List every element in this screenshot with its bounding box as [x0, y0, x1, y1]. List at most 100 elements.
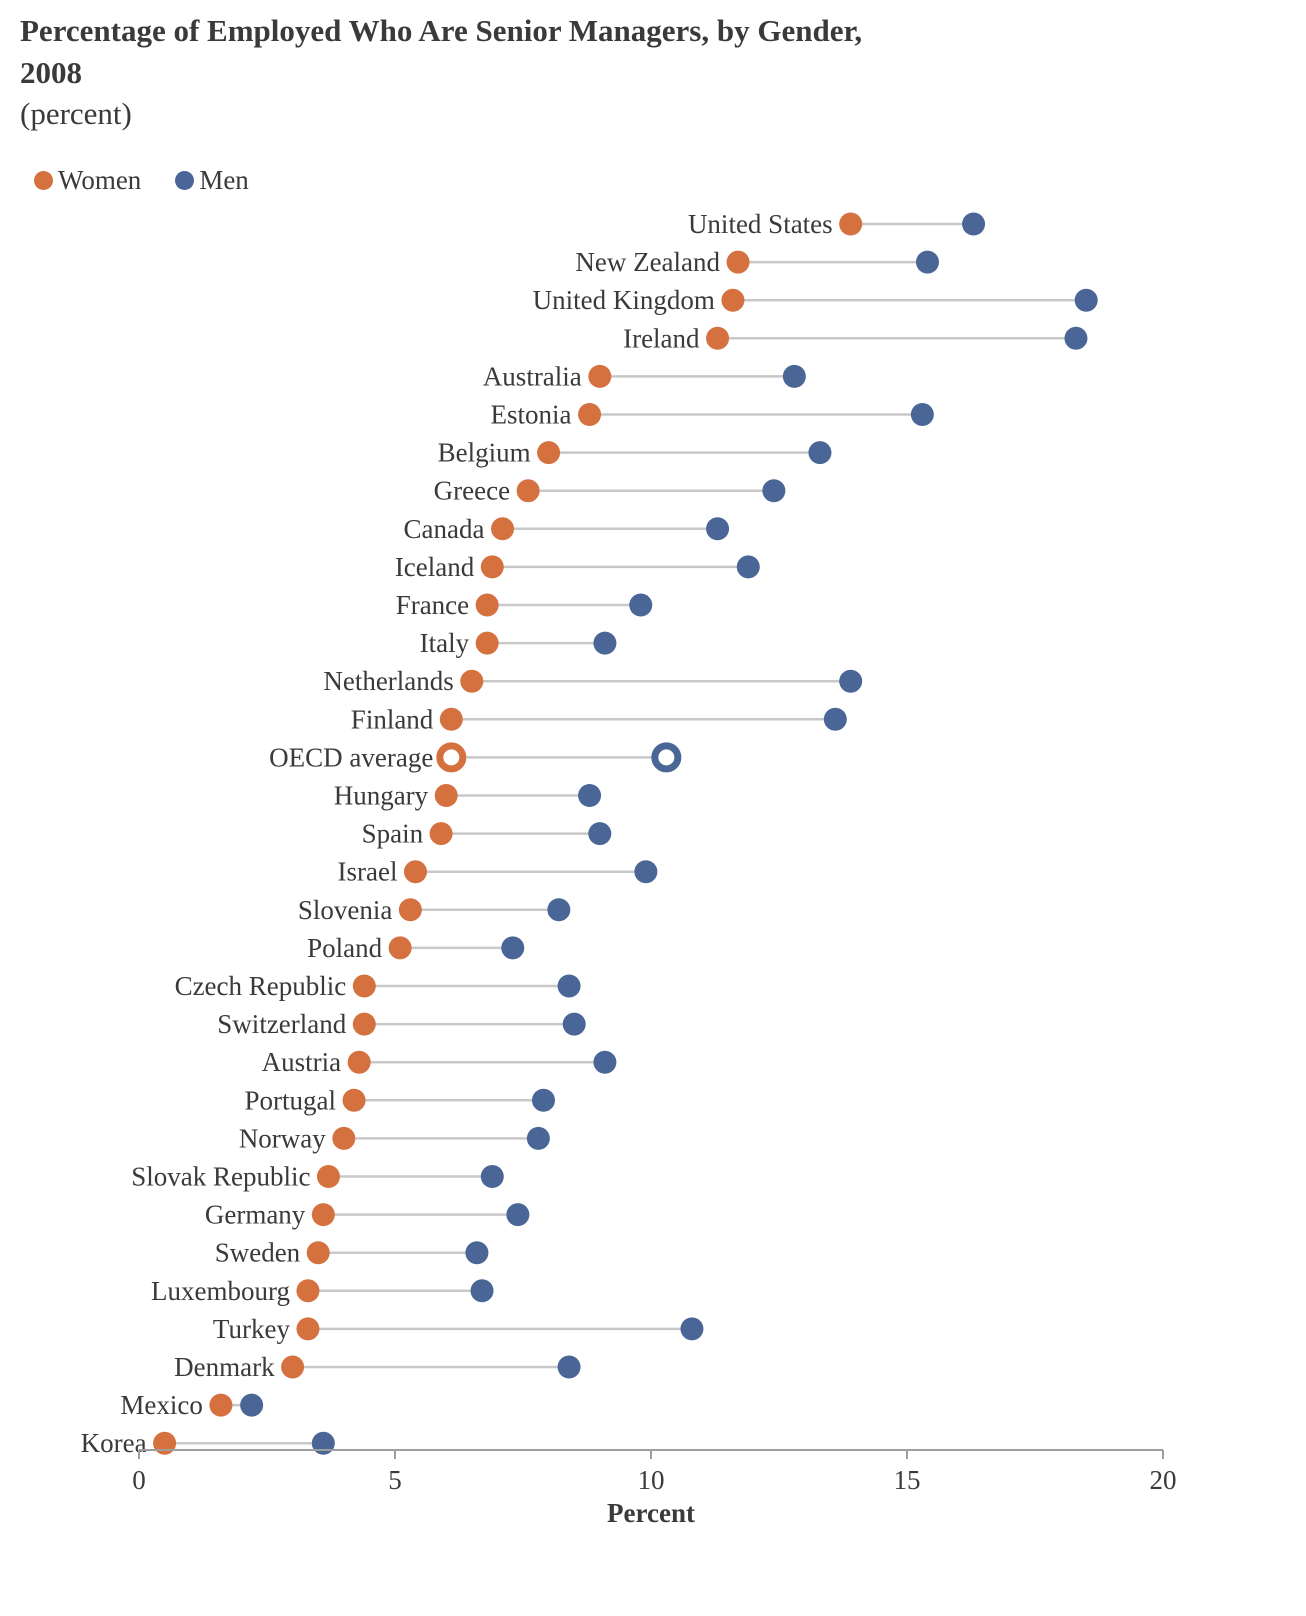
row-italy: Italy [420, 628, 617, 658]
point-women-slovenia [398, 898, 422, 922]
row-luxembourg: Luxembourg [151, 1276, 494, 1306]
x-tick-label-10: 10 [638, 1465, 665, 1495]
point-men-estonia [910, 403, 934, 426]
point-men-united-states [962, 212, 986, 236]
point-men-iceland [736, 555, 760, 579]
point-men-denmark [557, 1355, 581, 1379]
legend-label-women: Women [58, 164, 142, 195]
row-hungary: Hungary [334, 781, 602, 811]
row-norway: Norway [239, 1123, 550, 1153]
point-women-finland [439, 707, 463, 731]
point-women-canada [491, 517, 515, 541]
point-men-slovak-republic [480, 1165, 504, 1188]
row-austria: Austria [262, 1047, 617, 1077]
point-women-oecd-average [436, 742, 467, 773]
category-label-austria: Austria [262, 1047, 342, 1077]
point-men-mexico [240, 1393, 264, 1417]
x-tick-label-5: 5 [388, 1465, 402, 1495]
point-men-greece [762, 479, 786, 503]
point-men-czech-republic [557, 974, 581, 998]
category-label-czech-republic: Czech Republic [175, 971, 347, 1001]
point-men-italy [593, 631, 617, 655]
point-men-france [629, 593, 653, 617]
row-iceland: Iceland [395, 552, 760, 582]
point-men-turkey [680, 1317, 704, 1341]
row-france: France [396, 590, 653, 620]
x-tick-label-15: 15 [894, 1465, 921, 1495]
point-men-israel [634, 860, 658, 884]
x-tick-label-20: 20 [1150, 1465, 1177, 1495]
category-label-france: France [396, 590, 469, 620]
row-australia: Australia [483, 361, 806, 391]
legend-item-men: Men [175, 165, 249, 196]
point-women-greece [516, 479, 540, 503]
category-label-germany: Germany [205, 1200, 306, 1230]
x-axis-title: Percent [607, 1498, 695, 1528]
point-women-estonia [578, 403, 602, 426]
category-label-ireland: Ireland [623, 323, 700, 353]
category-label-finland: Finland [351, 704, 434, 734]
category-label-norway: Norway [239, 1123, 326, 1153]
point-women-australia [588, 364, 612, 388]
category-label-united-states: United States [688, 209, 833, 239]
row-slovak-republic: Slovak Republic [131, 1162, 504, 1192]
point-men-finland [823, 707, 847, 731]
category-label-australia: Australia [483, 361, 582, 391]
point-women-luxembourg [296, 1279, 320, 1303]
category-label-united-kingdom: United Kingdom [533, 285, 715, 315]
category-label-iceland: Iceland [395, 552, 475, 582]
point-men-luxembourg [470, 1279, 494, 1303]
category-label-hungary: Hungary [334, 781, 429, 811]
row-greece: Greece [434, 476, 786, 506]
point-men-united-kingdom [1074, 288, 1098, 312]
category-label-portugal: Portugal [245, 1085, 337, 1115]
category-label-greece: Greece [434, 476, 510, 506]
point-women-netherlands [460, 669, 484, 693]
row-ireland: Ireland [623, 323, 1088, 353]
point-women-spain [429, 822, 453, 846]
category-label-turkey: Turkey [213, 1314, 291, 1344]
point-women-united-states [839, 212, 863, 236]
legend-label-men: Men [199, 164, 249, 195]
point-men-ireland [1064, 326, 1088, 350]
row-estonia: Estonia [491, 400, 934, 430]
chart-rows: United States New Zealand United Kingdom Ir… [81, 209, 1098, 1458]
row-canada: Canada [404, 514, 730, 544]
x-axis: 0 5 10 15 20 Percent [132, 1449, 1177, 1528]
row-netherlands: Netherlands [323, 666, 863, 696]
row-mexico: Mexico [120, 1390, 264, 1420]
row-portugal: Portugal [245, 1085, 555, 1115]
row-germany: Germany [205, 1200, 530, 1230]
point-men-belgium [808, 441, 832, 465]
point-men-norway [526, 1126, 550, 1150]
point-men-spain [588, 822, 612, 846]
row-israel: Israel [338, 857, 658, 887]
category-label-denmark: Denmark [174, 1352, 275, 1382]
point-women-united-kingdom [721, 288, 745, 312]
row-finland: Finland [351, 704, 847, 734]
category-label-poland: Poland [307, 933, 383, 963]
point-men-korea [311, 1431, 335, 1455]
chart-subtitle: (percent) [20, 96, 132, 131]
legend-item-women: Women [34, 165, 141, 196]
category-label-italy: Italy [420, 628, 470, 658]
row-united-kingdom: United Kingdom [533, 285, 1098, 315]
category-label-spain: Spain [362, 819, 424, 849]
point-women-hungary [434, 784, 458, 807]
category-label-new-zealand: New Zealand [575, 247, 720, 277]
point-women-czech-republic [352, 974, 376, 998]
point-men-sweden [465, 1241, 489, 1265]
category-label-slovenia: Slovenia [298, 895, 393, 925]
row-united-states: United States [688, 209, 986, 239]
point-women-slovak-republic [316, 1165, 340, 1188]
point-women-italy [475, 631, 499, 655]
category-label-luxembourg: Luxembourg [151, 1276, 290, 1306]
category-label-israel: Israel [338, 857, 398, 887]
point-men-oecd-average [651, 742, 682, 773]
chart-title: Percentage of Employed Who Are Senior Ma… [20, 13, 863, 90]
point-men-germany [506, 1203, 530, 1227]
legend-marker-men [175, 170, 195, 190]
point-women-iceland [480, 555, 504, 579]
point-women-switzerland [352, 1012, 376, 1036]
point-women-germany [311, 1203, 335, 1227]
